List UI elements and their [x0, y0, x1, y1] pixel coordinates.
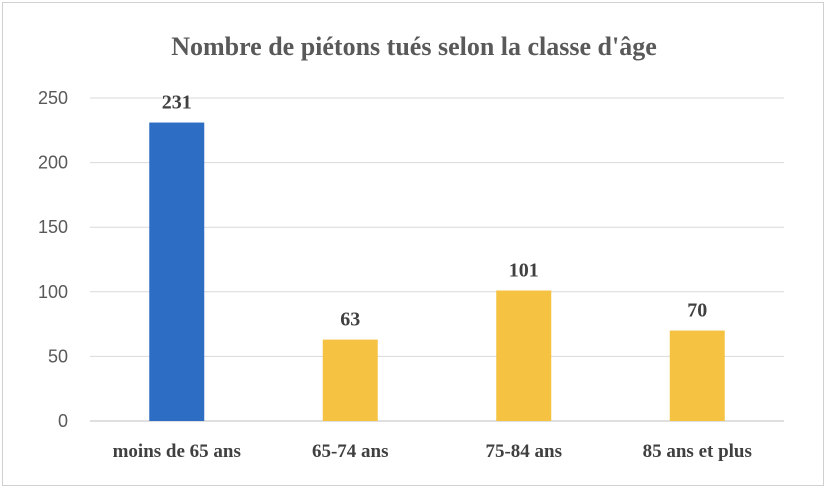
- data-label-3: 101: [509, 260, 539, 282]
- bar-1: [149, 122, 205, 421]
- chart-title: Nombre de piétons tués selon la classe d…: [171, 32, 657, 61]
- data-label-1: 231: [162, 92, 192, 114]
- y-tick-label-0: 0: [58, 411, 68, 431]
- category-label-2: 65-74 ans: [312, 441, 389, 462]
- bar-3: [496, 290, 552, 421]
- gridlines: [90, 97, 784, 422]
- y-tick-label-200: 200: [38, 153, 68, 173]
- bar-2: [322, 339, 378, 421]
- data-label-2: 63: [340, 309, 360, 331]
- bars: [149, 122, 725, 421]
- y-tick-label-50: 50: [48, 346, 68, 366]
- data-labels: 231 63 101 70: [162, 92, 708, 331]
- data-label-4: 70: [687, 300, 707, 322]
- y-tick-label-150: 150: [38, 217, 68, 237]
- category-label-4: 85 ans et plus: [643, 441, 752, 462]
- category-label-3: 75-84 ans: [485, 441, 562, 462]
- y-tick-label-100: 100: [38, 282, 68, 302]
- y-tick-label-250: 250: [38, 88, 68, 108]
- bar-4: [669, 330, 725, 421]
- category-labels: moins de 65 ans 65-74 ans 75-84 ans 85 ans …: [113, 441, 752, 462]
- category-label-1: moins de 65 ans: [113, 441, 241, 462]
- y-axis-tick-labels: 0 50 100 150 200 250: [38, 88, 68, 431]
